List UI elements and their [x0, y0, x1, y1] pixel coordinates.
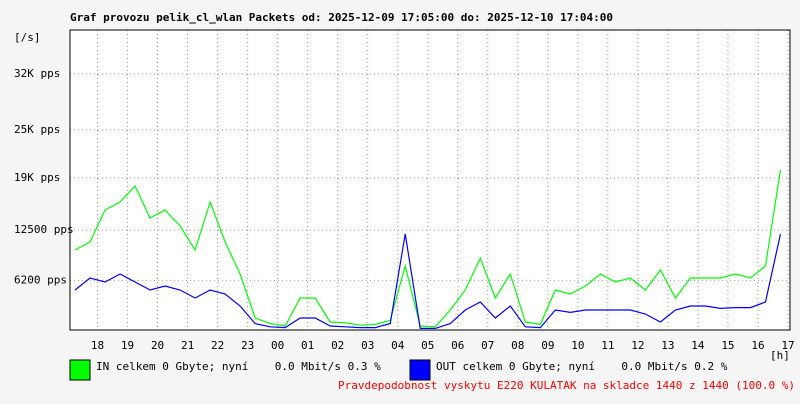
y-tick-label: 19K pps [14, 171, 60, 184]
x-tick-label: 05 [421, 339, 434, 352]
x-tick-label: 21 [181, 339, 194, 352]
footer: Pravdepodobnost vyskytu E220 KULATAK na … [338, 379, 795, 392]
y-axis-label: [/s] [14, 31, 41, 44]
y-tick-label: 25K pps [14, 123, 60, 136]
x-tick-label: 10 [571, 339, 584, 352]
x-tick-label: 16 [751, 339, 764, 352]
y-tick-label: 6200 pps [14, 273, 67, 286]
x-tick-label: 13 [661, 339, 674, 352]
legend-swatch [409, 359, 431, 381]
x-tick-label: 07 [481, 339, 494, 352]
legend-label: OUT celkem 0 Gbyte; nyní 0.0 Mbit/s 0.2 … [436, 360, 728, 373]
x-tick-label: 17 [781, 339, 794, 352]
data-line [74, 233, 782, 329]
legend-label: IN celkem 0 Gbyte; nyní 0.0 Mbit/s 0.3 % [96, 360, 381, 373]
plot-area [70, 30, 790, 330]
x-tick-label: 19 [121, 339, 134, 352]
x-tick-label: 01 [301, 339, 314, 352]
x-tick-label: 15 [721, 339, 734, 352]
x-tick-label: 22 [211, 339, 224, 352]
y-tick-label: 12500 pps [14, 223, 74, 236]
x-tick-label: 06 [451, 339, 464, 352]
x-tick-label: 09 [541, 339, 554, 352]
chart-title: Graf provozu pelik_cl_wlan Packets od: 2… [70, 11, 613, 24]
x-tick-label: 20 [151, 339, 164, 352]
plot: 6200 pps 12500 pps 19K pps 25K pps 32K pps 18… [14, 30, 795, 352]
data-line [74, 169, 782, 328]
x-tick-label: 03 [361, 339, 374, 352]
plot-border [69, 29, 791, 331]
x-tick-label: 08 [511, 339, 524, 352]
x-tick-label: 02 [331, 339, 344, 352]
y-tick-label: 32K pps [14, 67, 60, 80]
x-tick-label: 18 [91, 339, 104, 352]
x-tick-label: 14 [691, 339, 705, 352]
legend-swatch [69, 359, 91, 381]
x-tick-label: 11 [601, 339, 614, 352]
x-tick-label: 23 [241, 339, 254, 352]
x-axis-label: [h] [770, 349, 790, 362]
x-tick-label: 00 [271, 339, 284, 352]
x-tick-label: 12 [631, 339, 644, 352]
x-tick-label: 04 [391, 339, 405, 352]
